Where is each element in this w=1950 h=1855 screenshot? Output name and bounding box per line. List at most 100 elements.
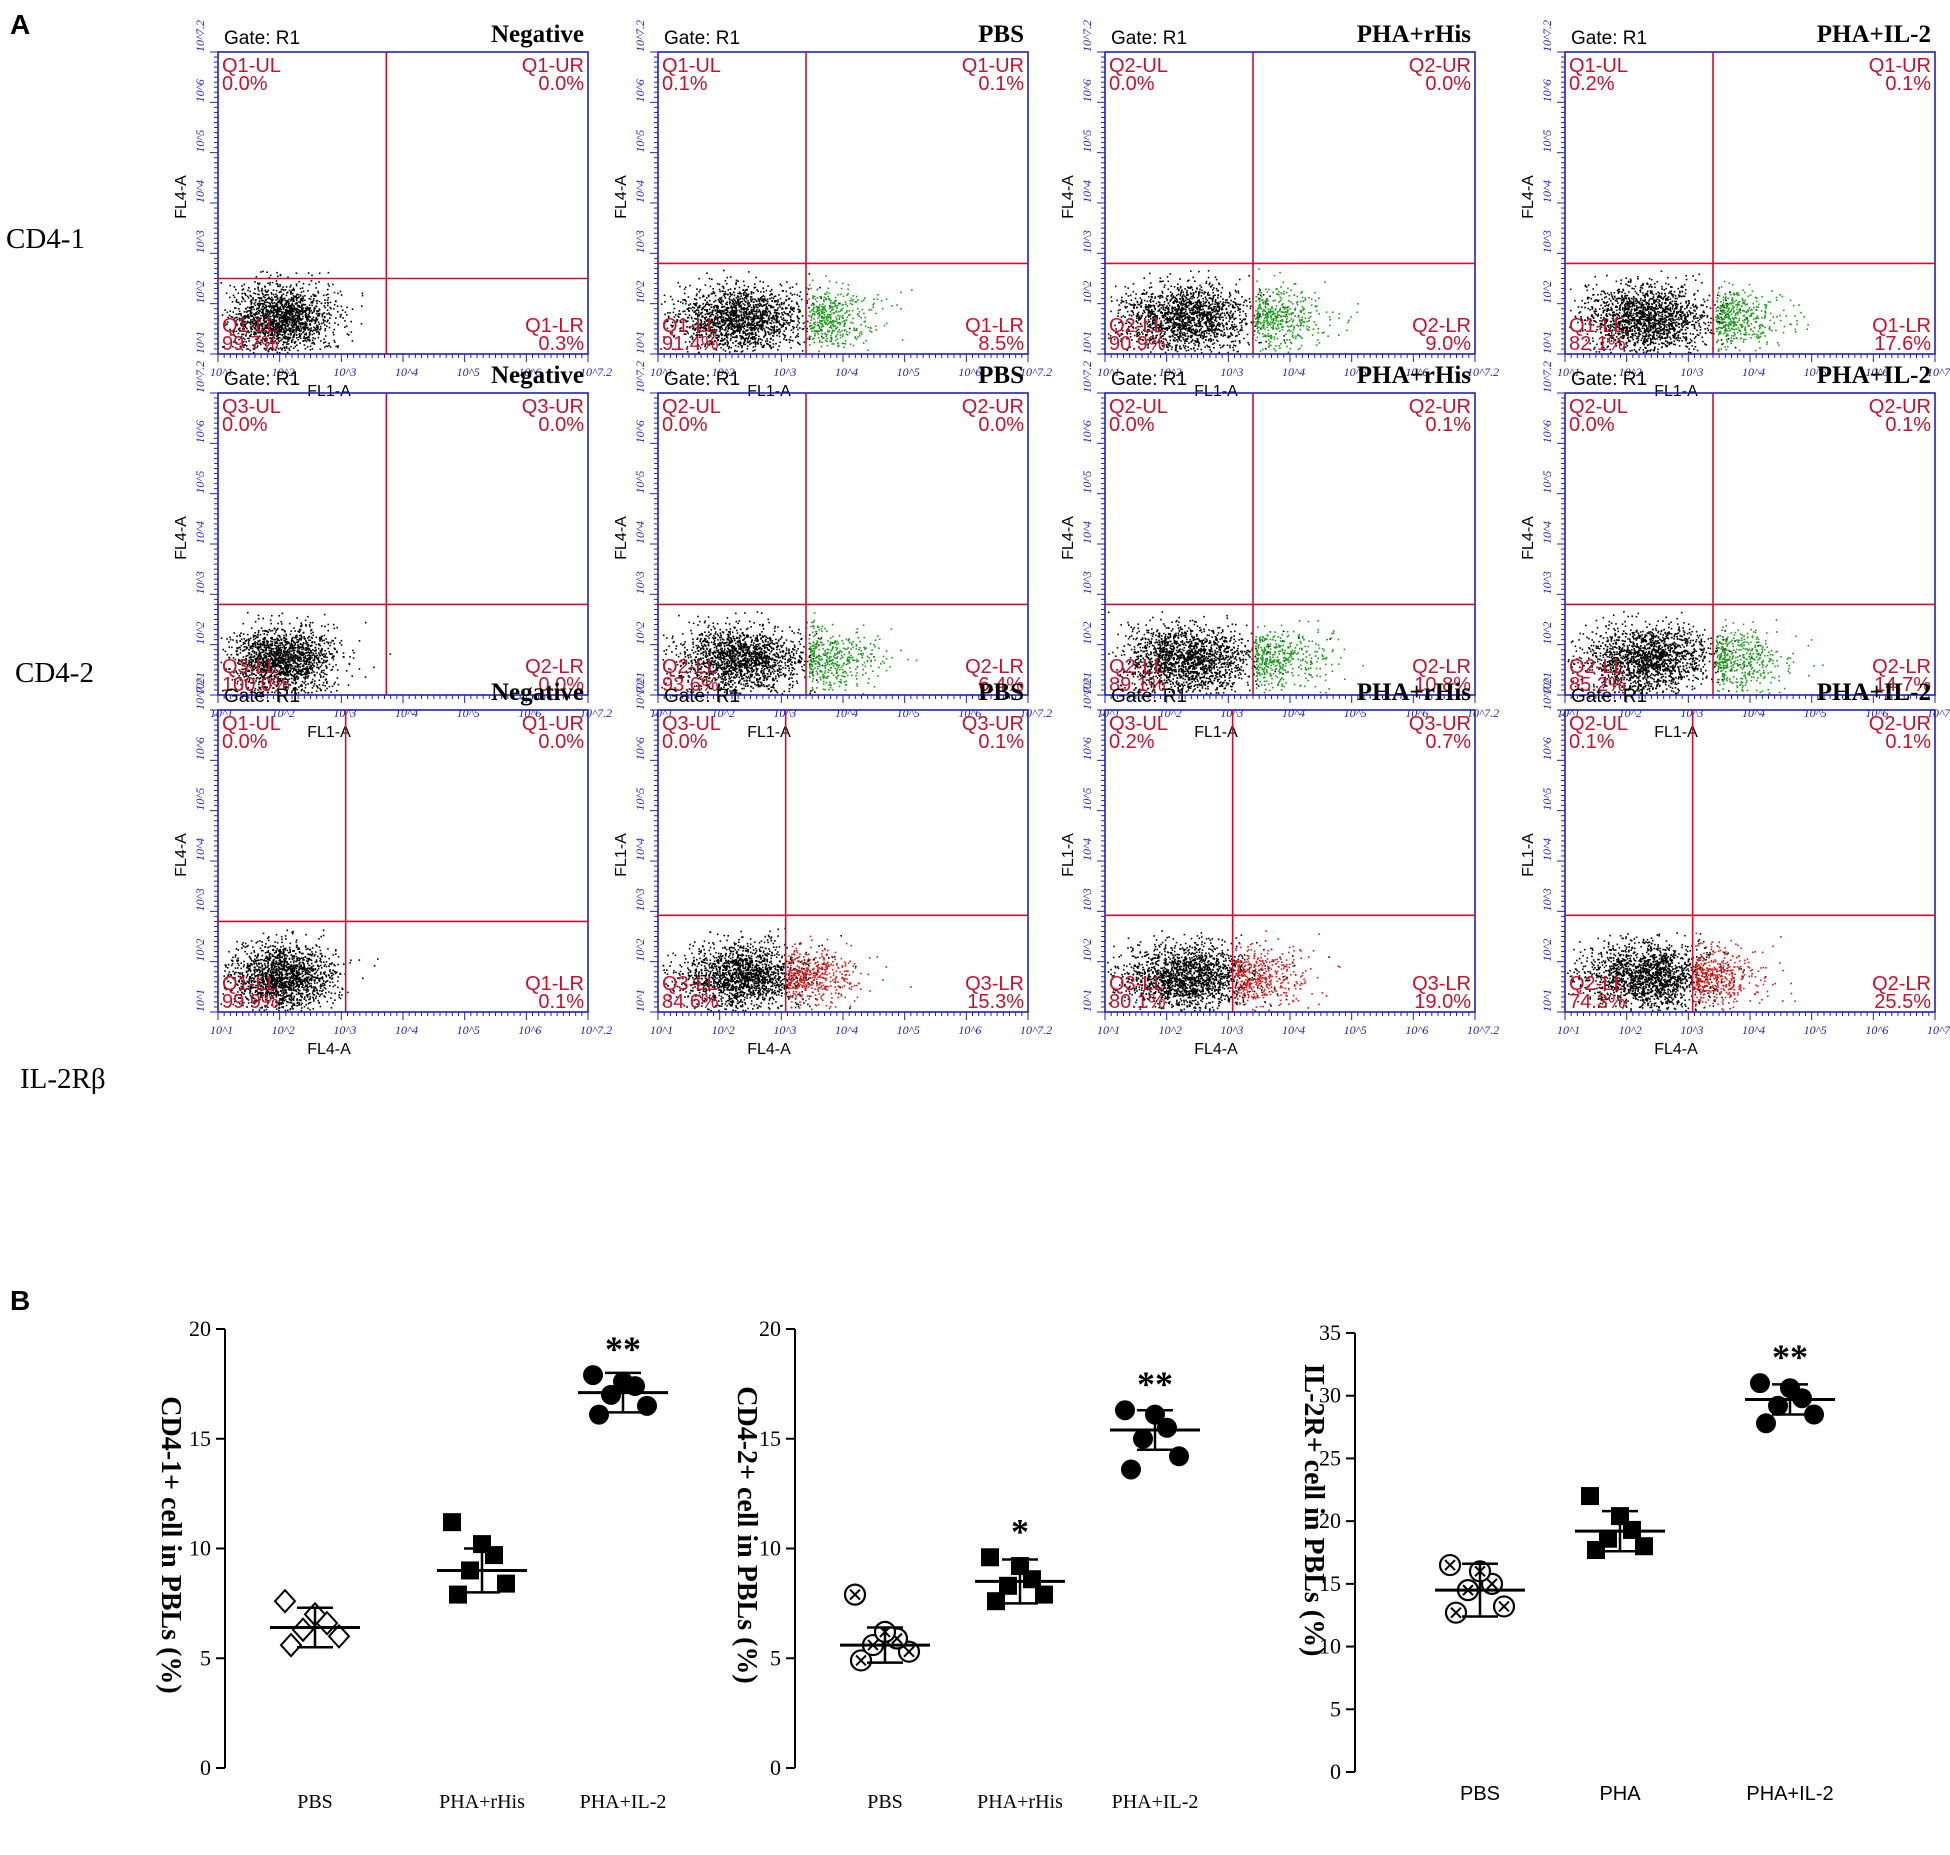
flow-dot: [302, 303, 304, 306]
flow-dot: [735, 317, 737, 320]
flow-dot: [289, 286, 291, 288]
flow-dot: [229, 284, 231, 287]
flow-dot: [761, 329, 764, 331]
flow-dot: [257, 340, 259, 343]
flow-dot: [299, 287, 302, 290]
flow-dot: [737, 328, 740, 330]
flow-dot: [764, 298, 766, 300]
flow-dot: [329, 301, 332, 304]
flow-dot: [753, 316, 756, 319]
flow-dot: [711, 311, 714, 314]
flow-dot: [771, 306, 773, 308]
flow-dot: [1209, 282, 1211, 284]
flow-dot: [727, 333, 730, 335]
flow-dot: [326, 301, 329, 304]
flow-dot: [332, 283, 334, 286]
flow-dot-positive: [836, 342, 839, 345]
flow-dot: [247, 348, 250, 350]
flow-dot: [712, 323, 714, 326]
flow-dot: [300, 328, 303, 330]
flow-dot: [276, 283, 279, 285]
flow-dot: [272, 298, 274, 301]
flow-dot: [262, 295, 265, 298]
flow-dot: [256, 335, 258, 338]
flow-dot: [762, 326, 764, 328]
flow-dot: [797, 335, 800, 338]
flow-dot: [238, 308, 240, 310]
flow-dot: [328, 326, 331, 329]
flow-dot: [326, 313, 328, 315]
flow-dot: [740, 311, 742, 313]
flow-dot: [241, 289, 244, 291]
flow-dot: [793, 326, 795, 329]
flow-dot: [714, 324, 717, 327]
flow-dot: [721, 328, 724, 330]
flow-dot: [261, 289, 264, 292]
flow-dot: [241, 325, 243, 327]
flow-dot: [311, 348, 314, 350]
flow-dot: [1196, 329, 1199, 332]
flow-dot-positive: [819, 309, 821, 311]
flow-dot-positive: [844, 301, 847, 303]
flow-dot-positive: [810, 324, 813, 327]
flow-dot: [305, 332, 307, 335]
flow-dot: [326, 309, 329, 311]
flow-dot: [241, 348, 244, 351]
flow-dot: [237, 301, 240, 304]
flow-dot-positive: [829, 311, 832, 313]
flow-dot: [739, 292, 742, 295]
flow-dot: [1197, 334, 1199, 337]
flow-dot-positive: [828, 292, 830, 295]
flow-dot-positive: [844, 340, 847, 342]
flow-dot: [848, 327, 851, 330]
flow-dot: [727, 315, 730, 318]
flow-dot: [275, 289, 278, 292]
flow-dot: [305, 313, 307, 316]
flow-dot: [304, 304, 307, 306]
flow-dot: [1117, 312, 1120, 314]
flow-dot: [304, 339, 306, 341]
flow-dot: [789, 321, 791, 324]
flow-dot: [710, 319, 712, 321]
flow-dot: [248, 331, 250, 334]
flow-dot: [312, 299, 315, 302]
flow-dot: [776, 334, 778, 337]
flow-dot: [760, 316, 762, 319]
flow-dot: [752, 317, 754, 319]
flow-dot: [731, 314, 733, 316]
flow-dot: [1220, 333, 1222, 336]
flow-dot: [316, 331, 318, 333]
flow-dot: [350, 320, 352, 323]
flow-dot: [281, 315, 283, 318]
flow-dot: [781, 307, 783, 309]
flow-dot: [697, 316, 699, 318]
flow-dot: [240, 337, 242, 340]
y-tick-label: 10^7.2: [633, 20, 647, 52]
flow-dot: [820, 297, 823, 299]
flow-dot: [733, 310, 736, 312]
flow-dot: [250, 305, 253, 308]
flow-dot: [1218, 316, 1220, 319]
flow-dot: [271, 337, 274, 340]
flow-dot: [283, 319, 285, 321]
flow-dot: [722, 320, 725, 323]
flow-dot: [256, 342, 258, 345]
flow-dot-positive: [872, 304, 874, 306]
flow-dot: [257, 331, 259, 334]
flow-dot: [747, 308, 749, 311]
flow-dot: [249, 290, 251, 293]
flow-dot: [748, 305, 751, 308]
flow-dot: [724, 329, 727, 331]
flow-dot: [752, 346, 755, 348]
flow-dot: [1219, 318, 1221, 321]
flow-dot: [278, 311, 280, 313]
flow-dot: [720, 312, 723, 314]
flow-dot: [747, 319, 749, 321]
flow-dot: [701, 315, 703, 317]
flow-dot: [690, 307, 692, 310]
flow-dot: [253, 332, 256, 334]
flow-dot: [300, 319, 302, 321]
flow-dot: [249, 334, 251, 337]
flow-dot: [740, 337, 742, 339]
flow-dot: [742, 319, 745, 321]
